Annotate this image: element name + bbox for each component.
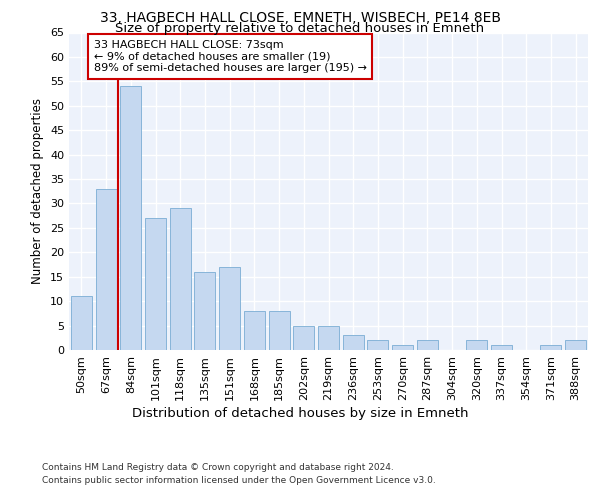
Bar [71, 296, 92, 350]
Bar [392, 345, 413, 350]
Bar [293, 326, 314, 350]
Bar [541, 345, 562, 350]
Bar [417, 340, 438, 350]
Bar [565, 340, 586, 350]
Text: 33 HAGBECH HALL CLOSE: 73sqm
← 9% of detached houses are smaller (19)
89% of sem: 33 HAGBECH HALL CLOSE: 73sqm ← 9% of det… [94, 40, 367, 73]
Bar [219, 267, 240, 350]
Bar [170, 208, 191, 350]
Bar [491, 345, 512, 350]
Bar [194, 272, 215, 350]
Bar [145, 218, 166, 350]
Y-axis label: Number of detached properties: Number of detached properties [31, 98, 44, 284]
Text: Distribution of detached houses by size in Emneth: Distribution of detached houses by size … [132, 408, 468, 420]
Bar [318, 326, 339, 350]
Bar [343, 336, 364, 350]
Bar [95, 189, 116, 350]
Text: 33, HAGBECH HALL CLOSE, EMNETH, WISBECH, PE14 8EB: 33, HAGBECH HALL CLOSE, EMNETH, WISBECH,… [100, 11, 500, 25]
Bar [466, 340, 487, 350]
Bar [367, 340, 388, 350]
Text: Contains HM Land Registry data © Crown copyright and database right 2024.: Contains HM Land Registry data © Crown c… [42, 462, 394, 471]
Bar [120, 86, 141, 350]
Text: Contains public sector information licensed under the Open Government Licence v3: Contains public sector information licen… [42, 476, 436, 485]
Bar [244, 311, 265, 350]
Bar [269, 311, 290, 350]
Text: Size of property relative to detached houses in Emneth: Size of property relative to detached ho… [115, 22, 485, 35]
